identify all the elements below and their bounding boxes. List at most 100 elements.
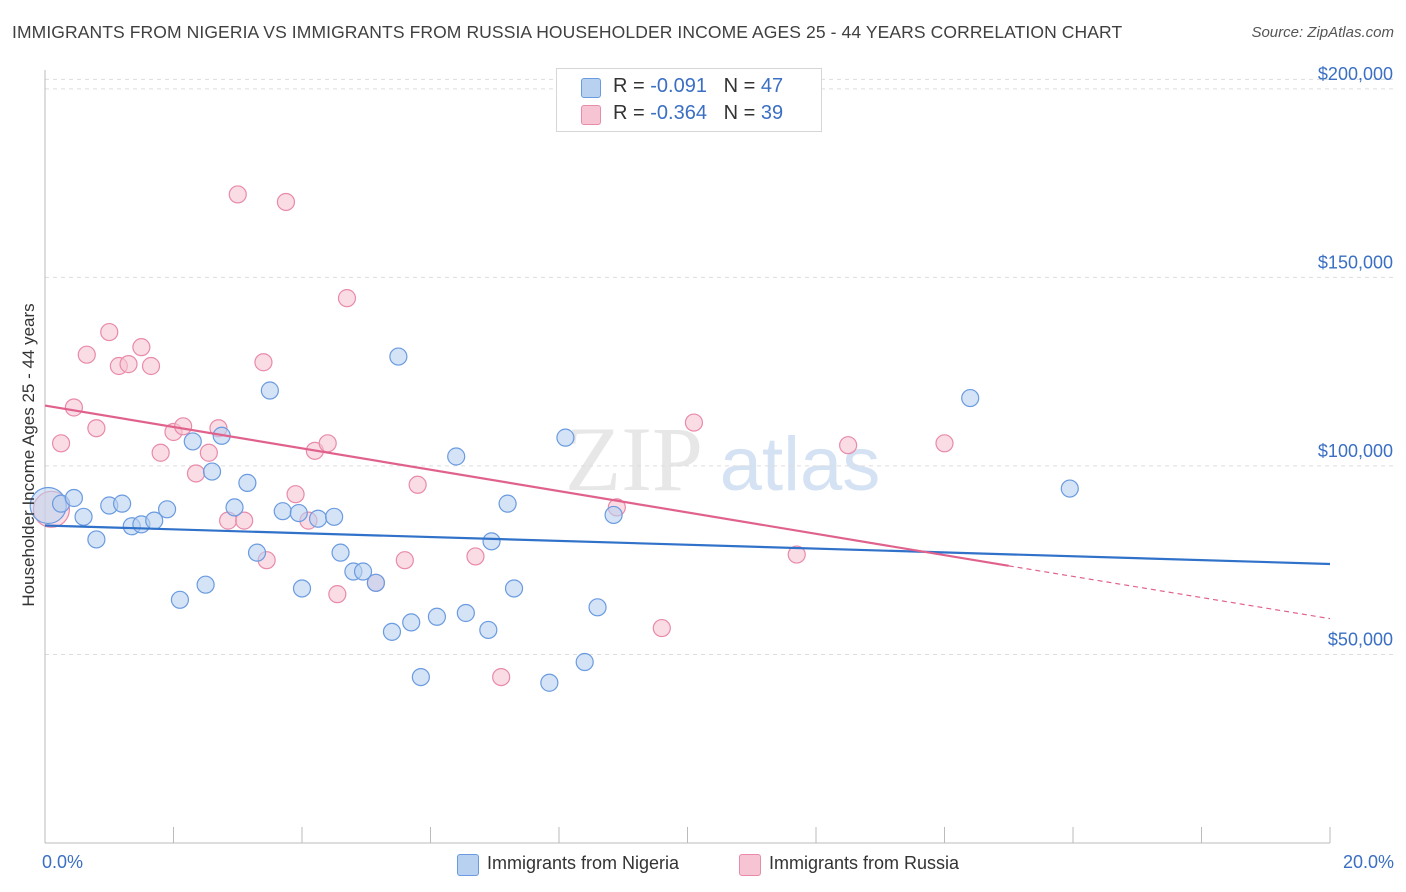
russia-point [276, 192, 296, 212]
nigeria-point [202, 462, 222, 481]
russia-point [141, 356, 161, 376]
y-tick-label: $50,000 [1328, 629, 1393, 649]
nigeria-legend-label: Immigrants from Nigeria [487, 853, 680, 873]
nigeria-point [498, 494, 517, 513]
nigeria-point [366, 573, 385, 592]
russia-point [254, 353, 273, 372]
russia-point [51, 434, 71, 453]
nigeria-point [447, 447, 466, 466]
nigeria-point [604, 505, 623, 525]
russia-swatch [581, 105, 601, 125]
nigeria-r-label: R = [613, 75, 645, 97]
russia-point [119, 355, 138, 374]
nigeria-point [112, 494, 132, 513]
nigeria-trend-line [44, 524, 1331, 566]
russia-point [684, 413, 704, 432]
nigeria-point [260, 381, 279, 400]
russia-point [466, 547, 485, 566]
russia-point [199, 443, 218, 462]
russia-point [64, 398, 84, 417]
nigeria-point [292, 579, 312, 598]
nigeria-point [456, 603, 475, 623]
nigeria-point [479, 620, 498, 640]
russia-r-value: -0.364 [650, 102, 707, 124]
russia-point [787, 545, 806, 564]
nigeria-point [273, 502, 292, 521]
nigeria-point [183, 432, 202, 451]
nigeria-point [87, 530, 106, 549]
russia-point [186, 464, 206, 483]
russia-point [132, 338, 151, 357]
russia-point [100, 322, 119, 342]
russia-legend-label: Immigrants from Russia [769, 853, 960, 873]
nigeria-point [575, 652, 594, 672]
nigeria-point [247, 543, 267, 562]
gridlines [45, 78, 1395, 655]
correlation-legend: R = -0.091 N = 47 R = -0.364 N = 39 [556, 68, 822, 132]
trend-lines [44, 404, 1331, 620]
nigeria-point [225, 498, 244, 517]
russia-point [87, 419, 106, 438]
nigeria-point [64, 488, 84, 508]
russia-point [77, 345, 96, 364]
nigeria-point [402, 613, 421, 632]
nigeria-point [74, 507, 93, 526]
y-tick-labels: $50,000 $100,000 $150,000 $200,000 [1318, 64, 1393, 650]
nigeria-point [325, 507, 344, 526]
nigeria-point [196, 575, 215, 594]
watermark-atlas: atlas [720, 422, 881, 507]
russia-point [492, 667, 511, 687]
nigeria-point [331, 543, 350, 562]
nigeria-points [29, 347, 1079, 692]
nigeria-point [389, 347, 408, 366]
nigeria-point [1060, 479, 1079, 498]
nigeria-point [540, 673, 559, 692]
nigeria-point [353, 562, 373, 581]
russia-point [652, 618, 671, 638]
russia-point [839, 436, 858, 455]
russia-point [228, 185, 247, 204]
russia-trend-extension [1008, 565, 1331, 620]
nigeria-swatch [581, 78, 601, 98]
nigeria-point [427, 607, 447, 626]
russia-legend-swatch [739, 854, 761, 876]
russia-trend-line [44, 404, 1009, 567]
nigeria-point [482, 532, 501, 551]
nigeria-point [411, 667, 430, 687]
x-tick-label-max: 20.0% [1342, 852, 1394, 872]
russia-point [318, 434, 337, 453]
source-label: Source: ZipAtlas.com [1251, 24, 1394, 41]
russia-point [286, 485, 305, 504]
nigeria-legend-swatch [457, 854, 479, 876]
nigeria-r-value: -0.091 [650, 75, 707, 97]
nigeria-point [504, 579, 524, 598]
nigeria-point [588, 598, 607, 617]
y-tick-label: $150,000 [1318, 252, 1393, 272]
nigeria-point [238, 473, 257, 492]
axes [44, 70, 1331, 844]
y-tick-label: $100,000 [1318, 441, 1393, 461]
nigeria-n-label: N = [723, 75, 756, 97]
russia-n-label: N = [723, 102, 756, 124]
y-tick-label: $200,000 [1318, 64, 1393, 84]
nigeria-point [170, 590, 190, 609]
nigeria-point [961, 388, 980, 408]
nigeria-point [157, 500, 177, 519]
russia-point [935, 434, 954, 453]
russia-point [174, 417, 193, 436]
watermark-zip: ZIP [565, 408, 703, 510]
y-axis-label: Householder Income Ages 25 - 44 years [19, 303, 38, 607]
russia-point [395, 551, 414, 570]
nigeria-point [556, 428, 575, 447]
nigeria-n-value: 47 [760, 75, 784, 97]
russia-point [151, 443, 170, 462]
nigeria-point [382, 622, 402, 641]
russia-point [235, 511, 254, 530]
russia-r-label: R = [613, 102, 645, 124]
russia-point [328, 585, 347, 604]
nigeria-point [289, 503, 308, 523]
nigeria-point [308, 509, 328, 528]
russia-point [408, 475, 427, 494]
russia-n-value: 39 [760, 102, 784, 124]
